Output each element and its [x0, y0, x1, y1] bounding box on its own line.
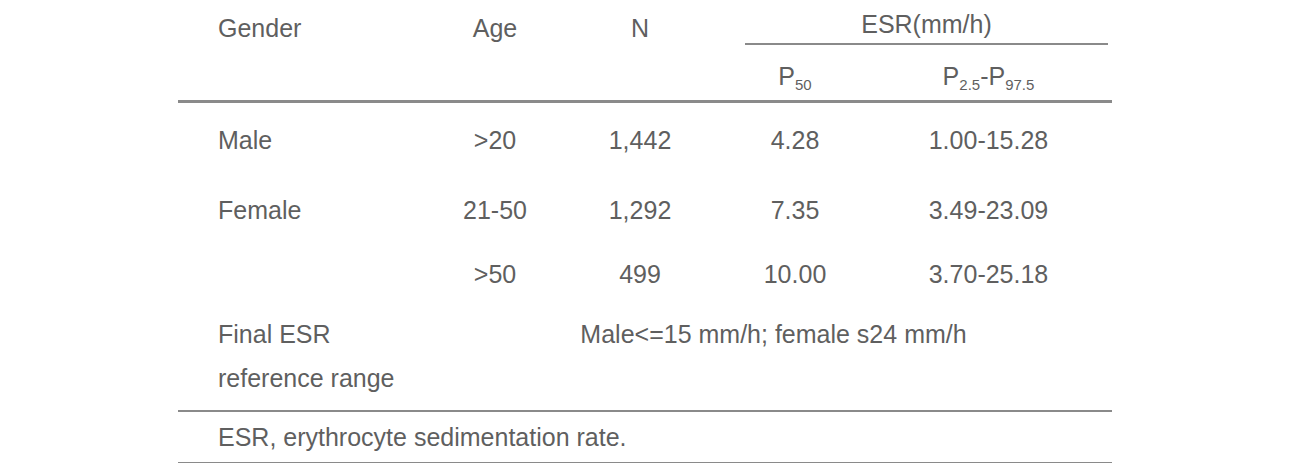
final-reference-row: Final ESR reference range Male<=15 mm/h;…	[178, 305, 1112, 411]
cell-range: 3.70-25.18	[865, 243, 1112, 305]
header-esr-group: ESR(mm/h)	[725, 8, 1112, 52]
p-range-base2: P	[988, 62, 1005, 90]
header-row-1: Gender Age N ESR(mm/h)	[178, 8, 1112, 52]
footnote-text: ESR, erythrocyte sedimentation rate.	[178, 411, 1112, 463]
header-n: N	[555, 8, 725, 102]
p-range-base1: P	[943, 62, 960, 90]
cell-p50: 7.35	[725, 178, 865, 243]
table-row: Male >20 1,442 4.28 1.00-15.28	[178, 102, 1112, 179]
cell-gender	[178, 243, 435, 305]
cell-range: 3.49-23.09	[865, 178, 1112, 243]
header-gender: Gender	[178, 8, 435, 102]
header-age: Age	[435, 8, 555, 102]
cell-p50: 4.28	[725, 102, 865, 179]
cell-n: 499	[555, 243, 725, 305]
footnote-row: ESR, erythrocyte sedimentation rate.	[178, 411, 1112, 463]
cell-range: 1.00-15.28	[865, 102, 1112, 179]
final-row-label-line1: Final ESR	[218, 312, 435, 356]
cell-n: 1,442	[555, 102, 725, 179]
final-row-label: Final ESR reference range	[178, 305, 435, 411]
cell-age: >50	[435, 243, 555, 305]
esr-reference-table-wrap: Gender Age N ESR(mm/h) P50 P2.5-P97.5 Ma…	[178, 8, 1112, 463]
p50-base: P	[778, 62, 795, 90]
cell-age: 21-50	[435, 178, 555, 243]
header-esr-group-label: ESR(mm/h)	[745, 8, 1108, 45]
cell-age: >20	[435, 102, 555, 179]
final-row-label-line2: reference range	[218, 356, 435, 400]
esr-reference-table: Gender Age N ESR(mm/h) P50 P2.5-P97.5 Ma…	[178, 8, 1112, 463]
p-range-sub1: 2.5	[959, 76, 980, 93]
cell-gender: Male	[178, 102, 435, 179]
header-p-range: P2.5-P97.5	[865, 52, 1112, 102]
p-range-sub2: 97.5	[1005, 76, 1034, 93]
cell-n: 1,292	[555, 178, 725, 243]
table-row: Female 21-50 1,292 7.35 3.49-23.09	[178, 178, 1112, 243]
cell-gender: Female	[178, 178, 435, 243]
table-row: >50 499 10.00 3.70-25.18	[178, 243, 1112, 305]
cell-p50: 10.00	[725, 243, 865, 305]
final-row-value: Male<=15 mm/h; female s24 mm/h	[435, 305, 1112, 411]
header-p50: P50	[725, 52, 865, 102]
p50-sub: 50	[795, 76, 812, 93]
